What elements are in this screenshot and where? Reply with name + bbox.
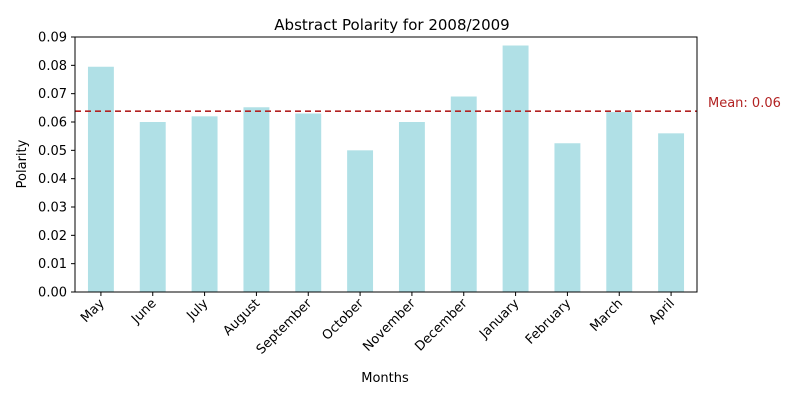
bar-november	[398, 122, 425, 292]
x-tick-label: August	[220, 296, 263, 339]
y-tick-label: 0.09	[38, 31, 67, 46]
y-tick-label: 0.04	[38, 172, 67, 187]
x-axis-title: Months	[361, 371, 409, 386]
bar-march	[606, 112, 633, 292]
bar-june	[139, 122, 166, 292]
y-tick-label: 0.01	[38, 257, 67, 272]
x-tick-label: May	[78, 296, 108, 326]
mean-label: Mean: 0.06	[708, 96, 781, 111]
x-tick-label: February	[523, 296, 575, 348]
y-tick-label: 0.03	[38, 201, 67, 216]
y-tick-label: 0.06	[38, 116, 67, 131]
x-tick-label: January	[476, 296, 522, 342]
x-tick-label: October	[320, 296, 368, 344]
bar-august	[243, 107, 270, 293]
x-tick-label: June	[128, 296, 159, 327]
y-tick-label: 0.02	[38, 229, 67, 244]
y-tick-label: 0.07	[38, 87, 67, 102]
plot-frame	[74, 36, 698, 293]
x-tick-label: April	[646, 296, 678, 328]
mean-group: Mean: 0.06	[75, 96, 781, 113]
x-tick-label: November	[360, 296, 419, 355]
bar-december	[450, 96, 477, 292]
bar-february	[554, 143, 581, 292]
bar-october	[347, 150, 374, 292]
bar-april	[658, 133, 685, 292]
chart-title: Abstract Polarity for 2008/2009	[274, 16, 509, 34]
y-axis-title: Polarity	[15, 139, 30, 188]
x-tick-label: March	[587, 296, 626, 335]
y-tick-label: 0.05	[38, 144, 67, 159]
y-axis: 0.00 0.01 0.02 0.03 0.04 0.05 0.06 0.07 0.08 0.09	[38, 31, 75, 301]
x-tick-label: December	[412, 296, 471, 355]
bar-september	[295, 113, 322, 292]
bar-may	[87, 66, 114, 292]
y-tick-label: 0.08	[38, 59, 67, 74]
x-tick-label: July	[184, 296, 212, 324]
bar-july	[191, 116, 218, 292]
y-tick-label: 0.00	[38, 286, 67, 301]
x-tick-label: September	[254, 296, 316, 358]
bar-january	[502, 45, 529, 292]
bars-group	[87, 45, 685, 293]
